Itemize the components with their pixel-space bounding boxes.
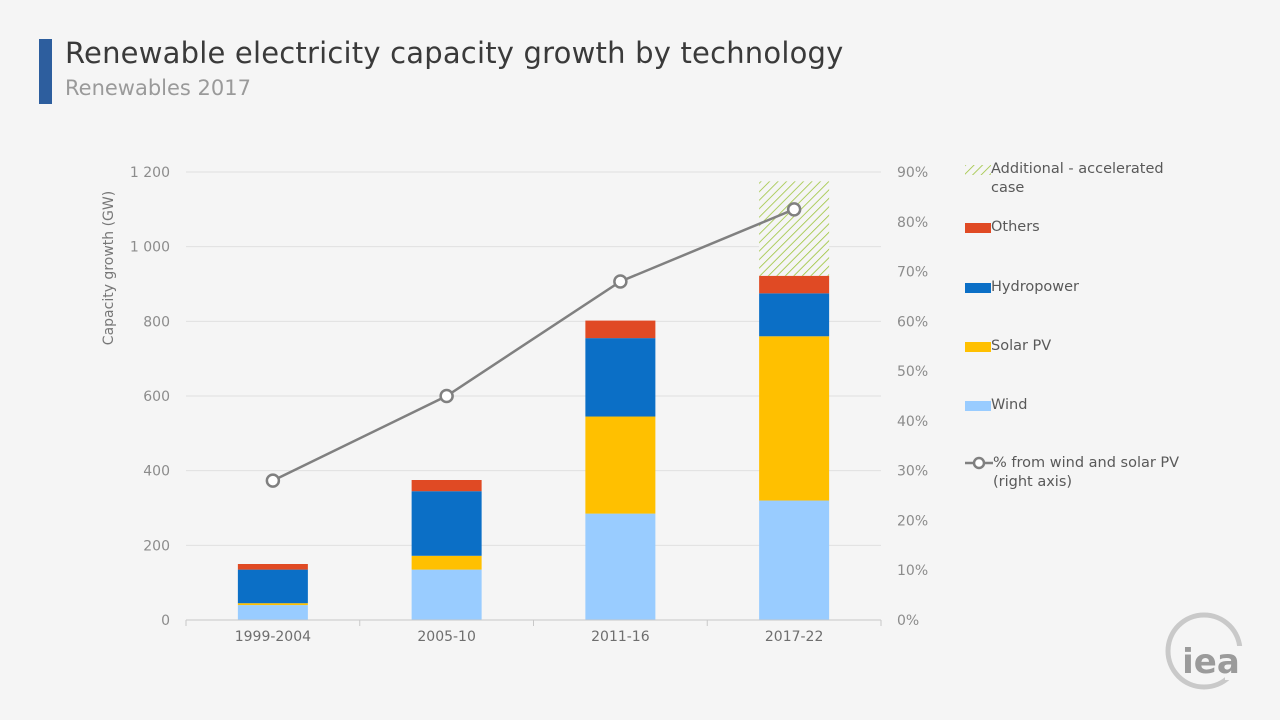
y-tick-label: 200 (143, 538, 170, 554)
share-point (265, 473, 281, 488)
y2-tick-label: 50% (897, 364, 928, 380)
legend-label-additional: Additional - accelerated case (991, 161, 1164, 196)
y2-tick-label: 40% (897, 414, 928, 430)
legend-label-hydropower: Hydropower (991, 279, 1080, 295)
y-tick-label: 400 (143, 464, 170, 480)
y2-tick-label: 0% (897, 613, 919, 629)
bar-wind (585, 513, 656, 620)
y-tick-label: 600 (143, 389, 170, 405)
bar-hydro (759, 293, 830, 337)
bar-additional (759, 181, 830, 276)
legend-swatch-additional (965, 165, 991, 175)
bar-wind (759, 500, 830, 620)
y-tick-label: 1 000 (130, 240, 170, 256)
title-accent-bar (39, 39, 52, 104)
share-line (272, 208, 795, 482)
bar-solar (759, 336, 830, 501)
legend-swatch-hydropower (965, 283, 991, 293)
iea-logo: iea (1165, 612, 1245, 690)
y-tick-label: 800 (143, 314, 170, 330)
bar-others (759, 275, 830, 294)
y2-tick-label: 70% (897, 265, 928, 281)
iea-logo-text: iea (1182, 642, 1240, 682)
legend-item-additional: Additional - accelerated case (965, 160, 1191, 198)
legend-label-line: % from wind and solar PV (right axis) (993, 455, 1180, 490)
legend-swatch-line (965, 456, 993, 470)
x-tick-label: 1999-2004 (235, 629, 311, 645)
bar-wind (237, 605, 308, 620)
bar-others (585, 320, 656, 339)
y2-tick-label: 90% (897, 165, 928, 181)
bar-solar (411, 555, 482, 570)
y2-tick-label: 20% (897, 513, 928, 529)
bar-wind (411, 569, 482, 620)
x-tick-label: 2005-10 (417, 629, 476, 645)
y2-tick-label: 10% (897, 563, 928, 579)
y2-tick-label: 80% (897, 215, 928, 231)
legend-item-others: Others (965, 218, 1040, 237)
y2-tick-label: 30% (897, 464, 928, 480)
legend-item-hydropower: Hydropower (965, 278, 1079, 297)
chart-subtitle: Renewables 2017 (65, 76, 251, 100)
legend-label-wind: Wind (991, 397, 1028, 413)
bar-hydro (237, 569, 308, 604)
chart-title: Renewable electricity capacity growth by… (65, 36, 844, 70)
bar-hydro (411, 491, 482, 556)
legend-label-others: Others (991, 219, 1040, 235)
y-axis-label: Capacity growth (GW) (101, 191, 117, 345)
share-point (786, 202, 802, 217)
legend-swatch-others (965, 223, 991, 233)
legend-item-line: % from wind and solar PV (right axis) (965, 454, 1208, 492)
y2-tick-label: 60% (897, 314, 928, 330)
bar-solar (585, 416, 656, 514)
bar-others (411, 480, 482, 492)
x-tick-label: 2017-22 (765, 629, 824, 645)
legend-swatch-solar-pv (965, 342, 991, 352)
y-tick-label: 0 (161, 613, 170, 629)
bar-solar (237, 603, 308, 606)
x-tick-label: 2011-16 (591, 629, 650, 645)
bar-hydro (585, 338, 656, 417)
legend-item-wind: Wind (965, 396, 1027, 415)
legend-label-solar-pv: Solar PV (991, 338, 1052, 354)
bar-others (237, 564, 308, 570)
share-point (439, 388, 454, 404)
share-point (613, 274, 628, 289)
y-tick-label: 1 200 (130, 165, 170, 181)
legend-swatch-wind (965, 401, 991, 411)
legend-item-solar-pv: Solar PV (965, 337, 1051, 356)
